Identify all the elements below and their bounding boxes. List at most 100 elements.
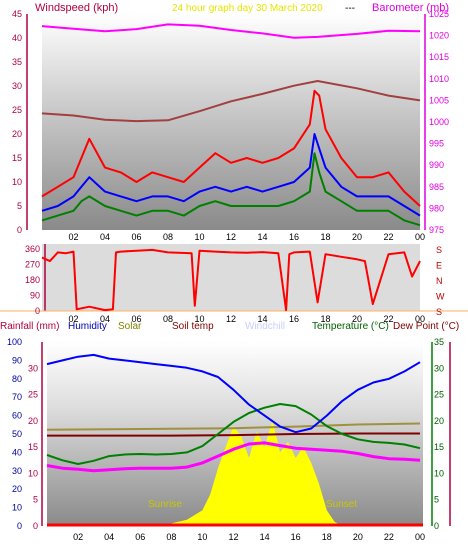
temperature-axis-ticks: 0 5 10 15 20 25 30 35 <box>434 337 444 531</box>
sunrise-annotation: Sunrise <box>148 499 182 510</box>
hour-tick-label: 12 <box>226 232 236 242</box>
windspeed-tick-label: 20 <box>12 129 22 139</box>
hour-tick-label: 16 <box>289 314 299 324</box>
windspeed-tick-label: 45 <box>12 9 22 19</box>
windspeed-tick-label: 35 <box>12 57 22 67</box>
rainfall-tick-label: 25 <box>28 390 38 400</box>
barometer-tick-label: 1010 <box>429 74 449 84</box>
barometer-tick-label: 1000 <box>429 117 449 127</box>
compass-label: S <box>436 307 442 317</box>
hour-tick-label: 20 <box>353 532 363 542</box>
hour-tick-label: 00 <box>415 314 425 324</box>
humidity-axis-ticks: 0 10 20 30 40 50 60 70 80 90 100 <box>7 337 22 531</box>
hour-tick-label: 06 <box>135 532 145 542</box>
direction-series <box>41 248 421 312</box>
wind-baro-plot-area <box>42 14 420 230</box>
wind-gust-line <box>41 89 421 207</box>
hour-tick-label: 20 <box>352 314 362 324</box>
barometer-axis-title: Barometer (mb) <box>372 2 449 14</box>
barometer-tick-label: 995 <box>429 139 444 149</box>
hour-tick-label: 22 <box>383 314 393 324</box>
humidity-axis-title: Humidity <box>68 321 107 332</box>
barometer-tick-label: 1025 <box>429 9 449 19</box>
temperature-line <box>46 403 421 465</box>
windspeed-tick-label: 15 <box>12 153 22 163</box>
rainfall-tick-label: 0 <box>33 521 38 531</box>
hour-tick-labels: 02 04 06 08 10 12 14 16 18 20 22 00 02 04 06 08 10 12 14 16… <box>68 232 425 542</box>
rainfall-axis-title: Rainfall (mm) <box>0 321 59 332</box>
graph-period-title: 24 hour graph day 30 March 2020 <box>172 3 323 14</box>
temperature-axis-title: Temperature (°C) <box>312 321 389 332</box>
hour-tick-label: 14 <box>257 232 267 242</box>
wind-direction-line <box>41 248 421 312</box>
direction-tick-label: 90 <box>30 291 40 301</box>
hour-tick-label: 10 <box>197 532 207 542</box>
barometer-tick-label: 990 <box>429 160 444 170</box>
temperature-tick-label: 0 <box>434 521 439 531</box>
temperature-tick-label: 35 <box>434 337 444 347</box>
windspeed-tick-label: 10 <box>12 177 22 187</box>
hour-tick-label: 06 <box>131 232 141 242</box>
title-separator: --- <box>345 3 355 14</box>
humidity-tick-label: 30 <box>12 466 22 476</box>
hour-tick-label: 06 <box>131 314 141 324</box>
direction-plot-area <box>42 244 420 311</box>
soil-temp-line <box>47 432 420 437</box>
rainfall-tick-label: 10 <box>28 468 38 478</box>
hour-tick-label: 14 <box>260 532 270 542</box>
temp-humidity-series <box>46 353 421 526</box>
humidity-tick-label: 20 <box>12 484 22 494</box>
temperature-tick-label: 30 <box>434 363 444 373</box>
hour-tick-label: 14 <box>257 314 267 324</box>
hour-tick-label: 18 <box>320 232 330 242</box>
barometer-axis-ticks: 975 980 985 990 995 1000 1005 1010 1015 1020 1025 <box>429 9 449 235</box>
rainfall-tick-label: 15 <box>28 442 38 452</box>
humidity-tick-label: 90 <box>12 355 22 365</box>
rainfall-tick-label: 30 <box>28 363 38 373</box>
barometer-tick-label: 985 <box>429 182 444 192</box>
direction-tick-label: 180 <box>25 275 40 285</box>
hour-tick-label: 08 <box>163 232 173 242</box>
hour-tick-label: 00 <box>415 532 425 542</box>
temperature-tick-label: 5 <box>434 495 439 505</box>
temperature-tick-label: 20 <box>434 416 444 426</box>
barometer-tick-label: 1005 <box>429 95 449 105</box>
hour-tick-label: 02 <box>68 314 78 324</box>
hour-tick-label: 08 <box>163 314 173 324</box>
compass-label: W <box>436 292 445 302</box>
humidity-tick-label: 0 <box>17 521 22 531</box>
hour-tick-label: 12 <box>228 532 238 542</box>
hour-tick-label: 04 <box>100 232 110 242</box>
hour-tick-label: 10 <box>194 232 204 242</box>
humidity-tick-label: 100 <box>7 337 22 347</box>
windspeed-tick-label: 0 <box>17 225 22 235</box>
humidity-tick-label: 10 <box>12 503 22 513</box>
compass-label: E <box>436 261 442 271</box>
solar-area <box>163 420 343 526</box>
temperature-tick-label: 25 <box>434 390 444 400</box>
hour-tick-label: 18 <box>322 532 332 542</box>
wind-axis-ticks: 0 5 10 15 20 25 30 35 40 45 <box>12 9 22 235</box>
hour-tick-label: 22 <box>384 532 394 542</box>
compass-label: N <box>436 276 443 286</box>
rainfall-tick-label: 5 <box>33 495 38 505</box>
rainfall-axis-ticks: 0 5 10 15 20 25 30 <box>28 363 38 531</box>
secondary-temp-line <box>46 422 421 431</box>
hour-tick-label: 18 <box>320 314 330 324</box>
compass-label: S <box>436 245 442 255</box>
windspeed-tick-label: 30 <box>12 81 22 91</box>
humidity-tick-label: 70 <box>12 392 22 402</box>
direction-tick-label: 0 <box>35 306 40 316</box>
wind-axis-title: Windspeed (kph) <box>35 2 118 14</box>
sunset-annotation: Sunset <box>326 499 357 510</box>
hour-tick-label: 10 <box>194 314 204 324</box>
humidity-tick-label: 40 <box>12 447 22 457</box>
hour-tick-label: 16 <box>291 532 301 542</box>
humidity-tick-label: 60 <box>12 411 22 421</box>
direction-tick-label: 360 <box>25 244 40 254</box>
barometer-tick-label: 980 <box>429 203 444 213</box>
barometer-tick-label: 975 <box>429 225 444 235</box>
hour-tick-label: 20 <box>352 232 362 242</box>
